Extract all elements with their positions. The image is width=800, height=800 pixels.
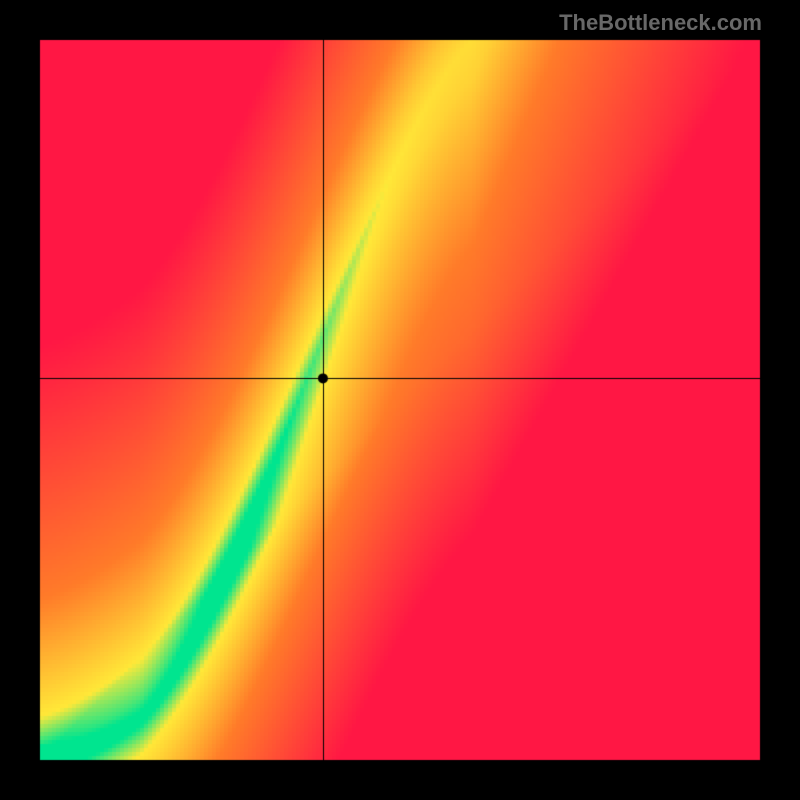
bottleneck-heatmap — [0, 0, 800, 800]
watermark-text: TheBottleneck.com — [559, 10, 762, 36]
chart-container: TheBottleneck.com — [0, 0, 800, 800]
